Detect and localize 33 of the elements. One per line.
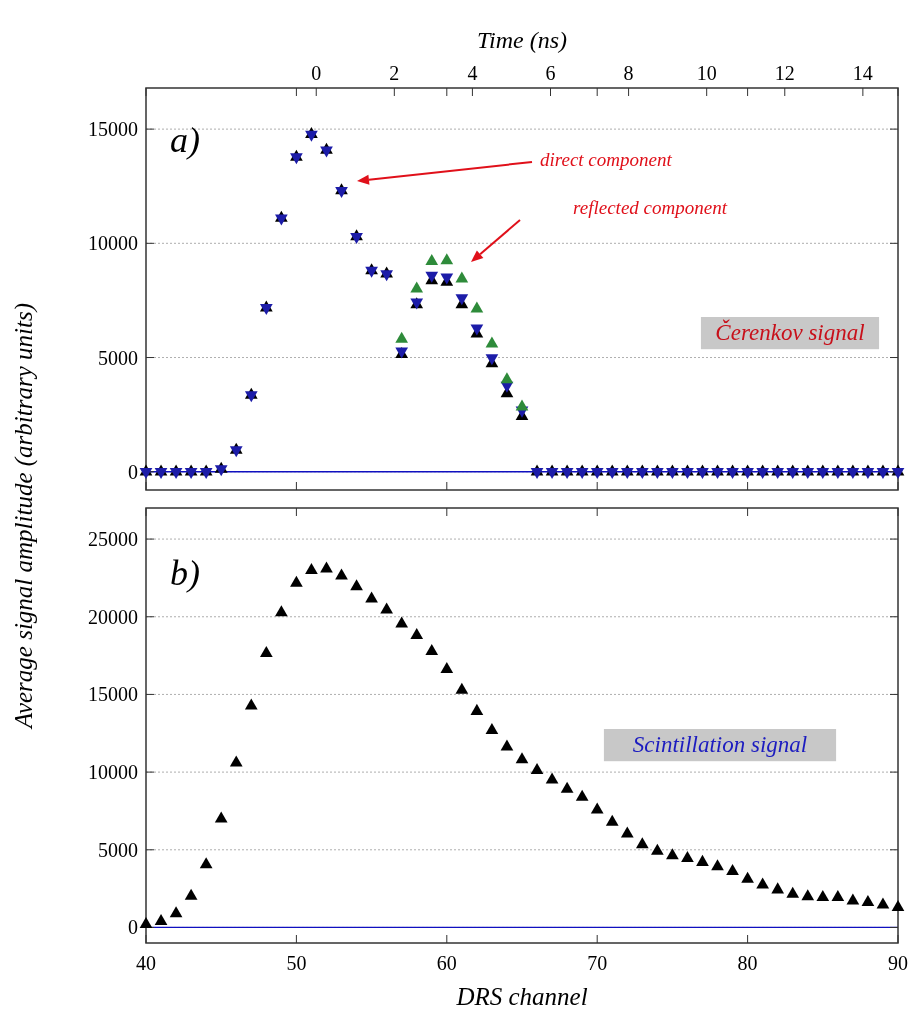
x2-tick-label: 4 bbox=[467, 62, 478, 84]
x2-tick-label: 10 bbox=[696, 62, 717, 84]
annotation: Čerenkov signal bbox=[715, 319, 865, 345]
y-tick-label: 20000 bbox=[88, 605, 138, 628]
x-tick-label: 40 bbox=[136, 952, 156, 974]
x-tick-label: 80 bbox=[737, 952, 758, 974]
y-axis-title: Average signal amplitude (arbitrary units) bbox=[10, 303, 38, 730]
y-tick-label: 0 bbox=[128, 916, 138, 939]
x-axis-title: DRS channel bbox=[455, 983, 588, 1010]
x-tick-label: 90 bbox=[888, 952, 908, 974]
y-tick-label: 10000 bbox=[88, 232, 138, 255]
y-tick-label: 15000 bbox=[88, 118, 138, 141]
y-tick-label: 10000 bbox=[88, 761, 138, 784]
x2-tick-label: 6 bbox=[545, 62, 556, 84]
y-tick-label: 0 bbox=[128, 460, 138, 483]
y-tick-label: 25000 bbox=[88, 528, 138, 551]
annotation: reflected component bbox=[573, 197, 728, 218]
x-tick-label: 70 bbox=[587, 952, 608, 974]
x2-tick-label: 2 bbox=[389, 62, 400, 84]
annotation: a) bbox=[170, 120, 200, 160]
annotation: b) bbox=[170, 553, 200, 593]
x2-tick-label: 12 bbox=[774, 62, 795, 84]
x2-tick-label: 0 bbox=[311, 62, 322, 84]
x2-axis-title: Time (ns) bbox=[477, 27, 568, 53]
annotation: Scintillation signal bbox=[632, 732, 808, 757]
y-tick-label: 5000 bbox=[98, 838, 138, 861]
x-tick-label: 60 bbox=[436, 952, 457, 974]
x-tick-label: 50 bbox=[286, 952, 307, 974]
x2-tick-label: 14 bbox=[852, 62, 873, 84]
y-tick-label: 15000 bbox=[88, 683, 138, 706]
y-tick-label: 5000 bbox=[98, 346, 138, 369]
x2-tick-label: 8 bbox=[623, 62, 634, 84]
annotation: direct component bbox=[540, 149, 673, 170]
